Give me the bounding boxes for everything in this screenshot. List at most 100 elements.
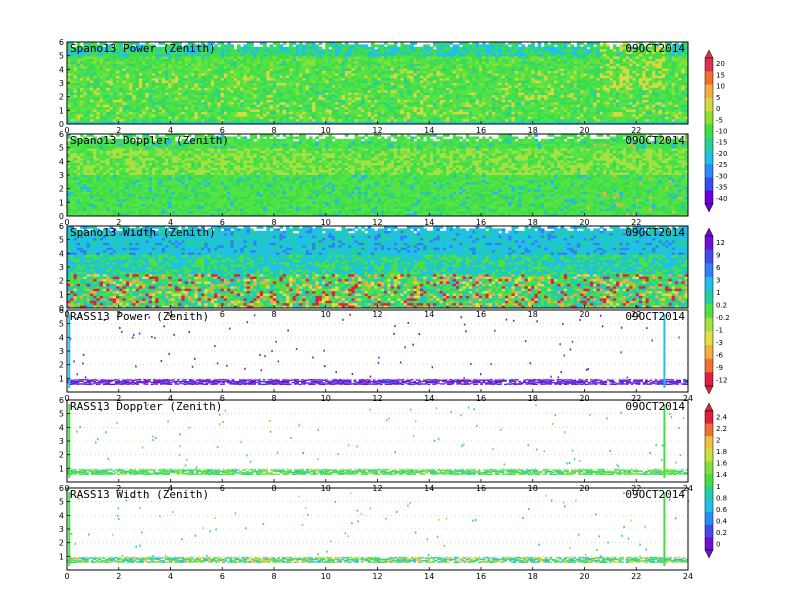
x-tick-label: 2 <box>116 394 121 403</box>
x-tick-label: 20 <box>579 394 589 403</box>
y-tick-label: 4 <box>59 423 64 432</box>
x-tick-label: 20 <box>579 218 589 227</box>
colorbar-label: -12 <box>716 376 727 384</box>
x-tick-label: 18 <box>528 218 538 227</box>
x-tick-label: 10 <box>321 394 331 403</box>
x-tick-label: 8 <box>271 572 276 581</box>
y-tick-label: 6 <box>59 396 64 405</box>
colorbar-spano-width: 12 9 6 3 1 0.2 -0.2 -1 -3 -6 -9 -12 <box>704 227 730 395</box>
x-tick-label: 20 <box>579 126 589 135</box>
colorbar-label: 5 <box>716 94 720 102</box>
x-tick-label: 8 <box>271 218 276 227</box>
x-tick-label: 22 <box>631 126 641 135</box>
x-tick-label: 4 <box>168 126 173 135</box>
y-tick-label: 4 <box>59 65 64 74</box>
y-tick-label: 3 <box>59 171 64 180</box>
y-tick-label: 2 <box>59 185 64 194</box>
panel-date: 09OCT2014 <box>625 226 685 239</box>
x-tick-label: 0 <box>64 126 69 135</box>
x-tick-label: 4 <box>168 310 173 319</box>
colorbar-label: 15 <box>716 71 725 79</box>
y-tick-label: 3 <box>59 437 64 446</box>
y-tick-label: 5 <box>59 236 64 245</box>
colorbar-label: 10 <box>716 83 725 91</box>
panel-title: RASS13 Doppler (Zenith) <box>70 400 222 413</box>
x-tick-label: 2 <box>116 218 121 227</box>
colorbar-label: 1.4 <box>716 471 728 479</box>
y-tick-label: 0 <box>59 212 64 221</box>
colorbar-label: 1 <box>716 483 720 491</box>
colorbar-label: -30 <box>716 172 727 180</box>
x-tick-label: 22 <box>631 572 641 581</box>
x-tick-label: 4 <box>168 572 173 581</box>
colorbar-label: -5 <box>716 116 723 124</box>
y-tick-label: 5 <box>59 498 64 507</box>
panel-date: 09OCT2014 <box>625 488 685 501</box>
x-tick-label: 14 <box>424 126 434 135</box>
x-tick-label: 4 <box>168 394 173 403</box>
y-tick-label: 1 <box>59 464 64 473</box>
x-tick-label: 12 <box>372 394 382 403</box>
panel-date: 09OCT2014 <box>625 42 685 55</box>
y-tick-label: 2 <box>59 451 64 460</box>
colorbar-label: 0.4 <box>716 518 728 526</box>
y-tick-label: 5 <box>59 410 64 419</box>
panel-title: Spano13 Width (Zenith) <box>70 226 216 239</box>
y-tick-label: 2 <box>59 361 64 370</box>
x-tick-label: 4 <box>168 218 173 227</box>
x-tick-label: 8 <box>271 394 276 403</box>
panel-title: Spano13 Doppler (Zenith) <box>70 134 229 147</box>
x-tick-label: 0 <box>64 394 69 403</box>
x-tick-label: 10 <box>321 572 331 581</box>
x-tick-label: 16 <box>476 310 486 319</box>
x-tick-label: 6 <box>220 218 225 227</box>
y-tick-label: 3 <box>59 263 64 272</box>
panel-field <box>67 42 689 125</box>
x-tick-label: 8 <box>271 126 276 135</box>
colorbar-label: 9 <box>716 251 720 259</box>
y-tick-label: 3 <box>59 347 64 356</box>
y-tick-label: 6 <box>59 222 64 231</box>
y-tick-label: 4 <box>59 249 64 258</box>
colorbar-label: -6 <box>716 351 724 359</box>
x-tick-label: 2 <box>116 572 121 581</box>
x-tick-label: 24 <box>683 394 693 403</box>
x-tick-label: 22 <box>631 394 641 403</box>
y-tick-label: 5 <box>59 144 64 153</box>
x-tick-label: 22 <box>631 218 641 227</box>
colorbar-label: 1 <box>716 289 720 297</box>
colorbar-label: 12 <box>716 239 725 247</box>
x-tick-label: 18 <box>528 394 538 403</box>
colorbar-label: 0.6 <box>716 506 728 514</box>
colorbar-rass: 2.4 2.2 2 1.8 1.6 1.4 1 0.8 0.6 0.4 0.2 0 <box>704 402 728 559</box>
colorbar-label: 2 <box>716 436 720 444</box>
x-tick-label: 0 <box>64 218 69 227</box>
y-tick-label: 6 <box>59 38 64 47</box>
x-tick-label: 6 <box>220 126 225 135</box>
y-tick-label: 5 <box>59 320 64 329</box>
x-tick-label: 14 <box>424 218 434 227</box>
y-tick-label: 1 <box>59 552 64 561</box>
panel-date: 09OCT2014 <box>625 134 685 147</box>
x-tick-label: 12 <box>372 310 382 319</box>
y-tick-label: 2 <box>59 277 64 286</box>
x-tick-label: 14 <box>424 572 434 581</box>
colorbar-label: -35 <box>716 184 727 192</box>
y-tick-label: 5 <box>59 52 64 61</box>
colorbar-label: -0.2 <box>716 314 730 322</box>
panel-2: Spano13 Doppler (Zenith) 09OCT20140123456… <box>59 130 689 227</box>
colorbar-label: 0 <box>716 541 720 549</box>
x-tick-label: 24 <box>683 572 693 581</box>
colorbar-label: 2.2 <box>716 425 727 433</box>
colorbar-label: -40 <box>716 195 727 203</box>
colorbar-label: -1 <box>716 326 723 334</box>
x-tick-label: 6 <box>220 310 225 319</box>
x-tick-label: 18 <box>528 310 538 319</box>
colorbar-label: 6 <box>716 264 721 272</box>
panel-title: RASS13 Width (Zenith) <box>70 488 209 501</box>
x-tick-label: 22 <box>631 310 641 319</box>
